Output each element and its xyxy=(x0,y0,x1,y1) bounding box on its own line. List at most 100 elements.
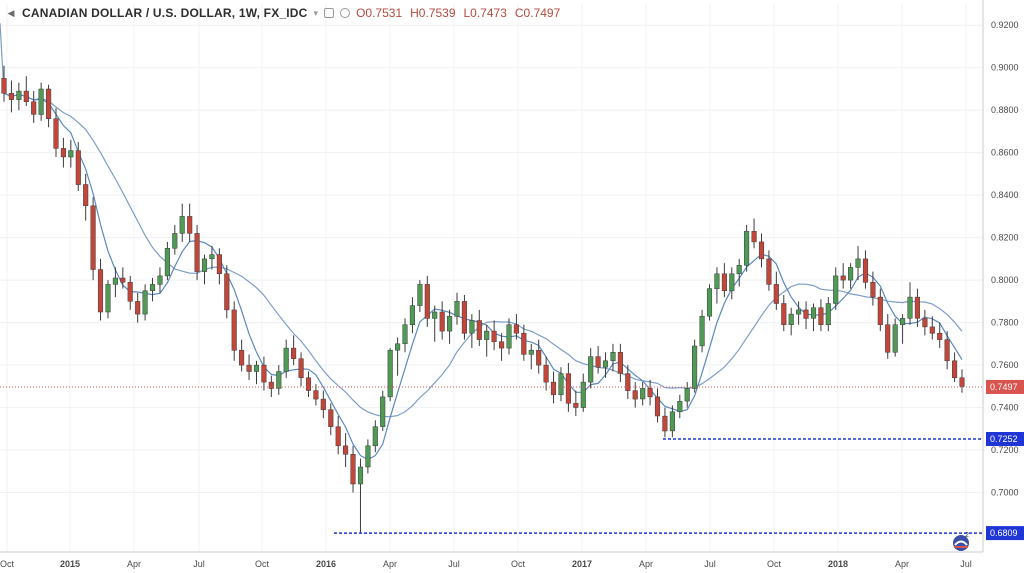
candle-body xyxy=(216,254,222,274)
candle xyxy=(647,379,653,406)
candle xyxy=(402,318,408,353)
candle-body xyxy=(83,184,89,206)
candle-body xyxy=(120,277,126,283)
x-tick-label: Jul xyxy=(960,559,972,569)
settings-icon[interactable] xyxy=(340,8,351,18)
candle xyxy=(454,292,460,325)
x-tick-label: Apr xyxy=(639,559,653,569)
candle xyxy=(922,309,928,336)
candle xyxy=(380,390,386,431)
candle xyxy=(320,390,326,419)
x-tick-label: Oct xyxy=(511,559,526,569)
candles xyxy=(1,65,965,533)
candle-body xyxy=(937,332,943,340)
x-tick-label: 2015 xyxy=(60,559,80,569)
candle-body xyxy=(499,341,505,349)
candle xyxy=(721,263,727,298)
candle-body xyxy=(60,148,66,158)
candle xyxy=(120,267,126,289)
candle-body xyxy=(744,231,750,266)
candle-body xyxy=(172,233,178,249)
price-tag: 0.6809 xyxy=(986,526,1024,541)
candle-body xyxy=(907,296,913,319)
price-lines xyxy=(0,386,983,534)
x-tick-label: Jul xyxy=(193,559,205,569)
candle xyxy=(164,241,170,281)
candle xyxy=(172,224,178,255)
candle-body xyxy=(900,318,906,326)
candle-body xyxy=(632,390,638,400)
candle-body xyxy=(677,400,683,413)
y-tick-label: 0.8200 xyxy=(991,233,1019,243)
candle-body xyxy=(53,118,59,149)
candle-body xyxy=(365,445,371,468)
candle-body xyxy=(424,284,430,319)
candle-body xyxy=(840,275,846,281)
x-tick-label: Apr xyxy=(895,559,909,569)
candle xyxy=(758,233,765,268)
candle-body xyxy=(469,320,475,334)
candle-body xyxy=(328,409,334,427)
price-tag-bg xyxy=(986,379,1024,394)
candle xyxy=(810,303,817,332)
candle-body xyxy=(454,301,460,317)
candle-body xyxy=(855,258,861,268)
candle xyxy=(112,267,118,298)
candle xyxy=(127,275,133,310)
price-tag: 0.7497 xyxy=(986,379,1024,394)
candle xyxy=(350,445,356,493)
candle xyxy=(610,343,616,372)
candle-body xyxy=(335,426,341,447)
candle xyxy=(395,337,401,376)
candle-body xyxy=(647,388,653,398)
candle-body xyxy=(16,90,22,100)
candle-body xyxy=(848,267,854,281)
candle-body xyxy=(922,318,928,328)
candle-body xyxy=(513,324,519,334)
candle xyxy=(157,267,163,293)
candle xyxy=(142,284,148,321)
candle-body xyxy=(810,307,817,319)
tradingview-logo-icon[interactable]: 2 xyxy=(951,532,971,552)
candle xyxy=(201,254,208,285)
candle xyxy=(68,139,74,168)
candle xyxy=(803,301,809,329)
candle-body xyxy=(699,315,705,347)
collapse-icon[interactable]: ◀ xyxy=(7,7,15,18)
candle xyxy=(662,407,668,438)
candle-body xyxy=(476,320,482,340)
candle xyxy=(669,405,675,438)
candle-body xyxy=(684,388,690,402)
visibility-toggle-icon[interactable] xyxy=(324,8,335,18)
candle xyxy=(194,224,200,281)
x-tick-label: Oct xyxy=(255,559,270,569)
candle-body xyxy=(595,356,601,368)
high-value: H0.7539 xyxy=(410,6,456,20)
candle-body xyxy=(224,273,230,311)
candle xyxy=(261,356,267,391)
close-value: C0.7497 xyxy=(514,6,561,20)
candle xyxy=(1,65,7,102)
candle-body xyxy=(372,426,378,447)
candle-body xyxy=(149,284,156,292)
candle xyxy=(885,314,891,359)
candle-body xyxy=(46,88,52,119)
candle-body xyxy=(409,305,415,325)
y-tick-label: 0.8600 xyxy=(991,148,1019,158)
candle xyxy=(239,339,245,372)
candle-body xyxy=(706,288,713,317)
candle xyxy=(640,382,646,406)
dropdown-icon[interactable]: ▾ xyxy=(313,7,319,18)
candle-body xyxy=(617,352,623,374)
x-tick-label: Apr xyxy=(127,559,141,569)
candle-body xyxy=(773,284,779,304)
candle xyxy=(862,250,869,289)
candle xyxy=(75,142,81,191)
candle-body xyxy=(380,396,386,427)
candle-body xyxy=(305,377,312,391)
candle-body xyxy=(669,411,675,432)
candle-body xyxy=(536,349,542,366)
candle xyxy=(313,384,319,406)
